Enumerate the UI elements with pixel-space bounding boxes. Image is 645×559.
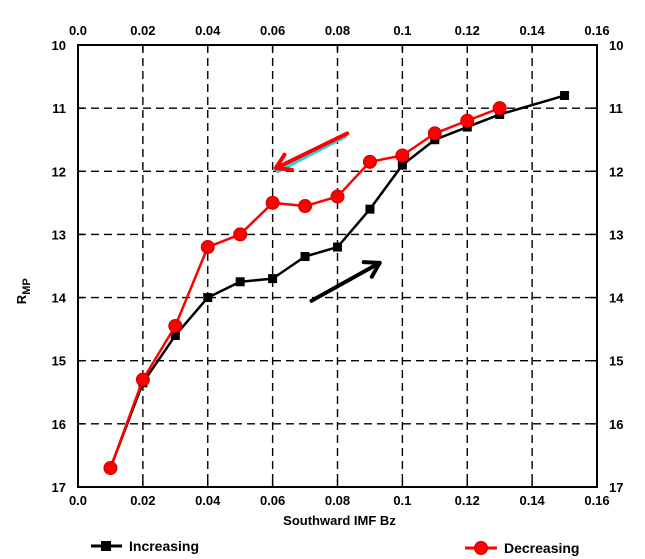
data-point-increasing: [365, 204, 375, 214]
x-tick-label-top: 0.12: [455, 23, 480, 38]
x-tick-label-bottom: 0.16: [584, 493, 609, 508]
series-line-decreasing: [109, 106, 501, 469]
x-tick-label-bottom: 0.06: [260, 493, 285, 508]
data-point-decreasing: [135, 372, 150, 387]
data-point-decreasing: [330, 189, 345, 204]
data-point-decreasing: [427, 126, 442, 141]
y-axis-title: RMP: [14, 278, 33, 304]
y-tick-label-left: 16: [52, 417, 66, 432]
x-tick-label-bottom: 0.1: [393, 493, 411, 508]
y-tick-label-right: 17: [609, 480, 623, 495]
data-point-decreasing: [103, 461, 118, 476]
x-tick-label-bottom: 0.02: [130, 493, 155, 508]
data-point-increasing: [333, 242, 342, 252]
x-tick-label-bottom: 0.12: [455, 493, 480, 508]
y-tick-label-right: 11: [609, 101, 623, 116]
data-point-decreasing: [460, 113, 475, 128]
annotation-arrow-shaft: [309, 260, 382, 303]
annotations: [273, 131, 382, 303]
svg-text:RMP: RMP: [14, 278, 33, 304]
y-tick-label-right: 15: [609, 354, 623, 369]
y-tick-label-right: 12: [609, 164, 623, 179]
series: [103, 91, 570, 476]
annotation-arrow-head: [273, 152, 294, 172]
x-tick-label-bottom: 0.04: [195, 493, 221, 508]
y-tick-label-left: 13: [52, 227, 66, 242]
data-point-decreasing: [200, 240, 215, 255]
legend-item-increasing: Increasing: [91, 538, 199, 554]
data-point-decreasing: [265, 195, 280, 210]
y-tick-label-left: 14: [52, 291, 67, 306]
y-axis-title-main: R: [14, 294, 29, 304]
data-point-increasing: [170, 330, 180, 340]
y-tick-label-right: 14: [609, 291, 624, 306]
grid: [78, 45, 597, 487]
x-tick-label-top: 0.16: [584, 23, 609, 38]
y-tick-label-left: 15: [52, 354, 66, 369]
data-point-decreasing: [492, 101, 507, 116]
data-point-decreasing: [168, 318, 183, 333]
y-axis-title-subscript: MP: [21, 278, 33, 295]
x-axis-title: Southward IMF Bz: [283, 513, 396, 528]
data-point-decreasing: [395, 148, 410, 163]
y-tick-label-right: 16: [609, 417, 623, 432]
x-tick-label-top: 0.04: [195, 23, 221, 38]
y-tick-label-left: 17: [52, 480, 66, 495]
y-tick-label-left: 10: [52, 38, 66, 53]
data-point-decreasing: [298, 199, 313, 214]
x-tick-label-top: 0.06: [260, 23, 285, 38]
arrow-highlight: [275, 134, 348, 174]
data-point-increasing: [300, 252, 310, 262]
data-point-increasing: [560, 91, 570, 101]
y-tick-label-left: 11: [52, 101, 66, 116]
x-tick-label-top: 0.1: [393, 23, 411, 38]
axis-ticks: 0.0 0.0 0.02 0.02 0.04 0.04 0.06 0.06 0.08 0.08 0.…: [52, 23, 625, 508]
x-tick-label-bottom: 0.0: [69, 493, 87, 508]
legend-label-decreasing: Decreasing: [504, 540, 579, 556]
y-tick-label-right: 10: [609, 38, 623, 53]
data-point-increasing: [203, 293, 213, 303]
legend-label-increasing: Increasing: [129, 538, 199, 554]
data-point-increasing: [397, 160, 407, 170]
y-tick-label-right: 13: [609, 227, 623, 242]
data-point-decreasing: [362, 154, 377, 169]
annotation-arrow-shaft: [273, 131, 350, 171]
legend-item-decreasing: Decreasing: [465, 540, 579, 556]
x-tick-label-bottom: 0.08: [325, 493, 350, 508]
x-tick-label-top: 0.14: [519, 23, 545, 38]
x-tick-label-top: 0.0: [69, 23, 87, 38]
legend-marker-square: [101, 541, 111, 551]
legend-marker-circle: [474, 541, 488, 555]
annotation-arrow-head: [361, 260, 382, 279]
data-point-increasing: [235, 277, 245, 287]
data-point-increasing: [268, 274, 278, 284]
x-tick-label-top: 0.08: [325, 23, 350, 38]
x-tick-label-bottom: 0.14: [519, 493, 545, 508]
y-tick-label-left: 12: [52, 164, 66, 179]
x-tick-label-top: 0.02: [130, 23, 155, 38]
data-point-decreasing: [233, 227, 248, 242]
